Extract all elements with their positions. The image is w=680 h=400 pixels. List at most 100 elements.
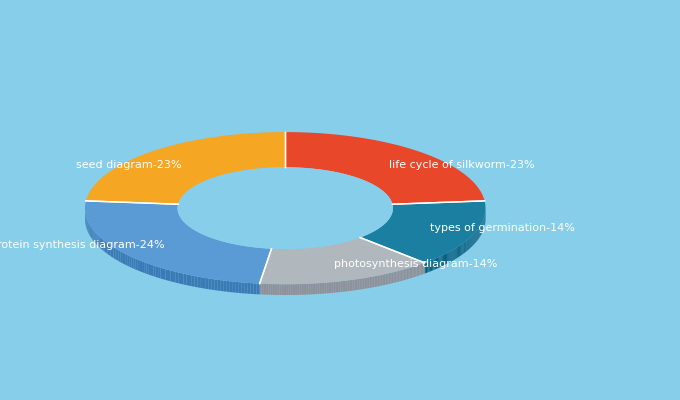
Polygon shape [450, 251, 452, 262]
Polygon shape [412, 266, 414, 278]
Polygon shape [114, 247, 115, 259]
Polygon shape [305, 284, 307, 295]
Polygon shape [282, 249, 283, 260]
Polygon shape [94, 230, 95, 242]
Polygon shape [211, 279, 214, 290]
Polygon shape [184, 274, 186, 285]
Polygon shape [351, 280, 353, 291]
Polygon shape [92, 229, 94, 241]
Polygon shape [312, 248, 313, 258]
Polygon shape [353, 240, 354, 251]
Polygon shape [421, 264, 422, 275]
Polygon shape [217, 240, 218, 251]
Polygon shape [97, 234, 99, 246]
Text: photosynthesis diagram-14%: photosynthesis diagram-14% [334, 259, 497, 269]
Polygon shape [445, 254, 446, 265]
Polygon shape [303, 284, 305, 295]
Polygon shape [209, 278, 211, 290]
Polygon shape [449, 251, 450, 262]
Polygon shape [86, 132, 286, 204]
Polygon shape [366, 278, 368, 288]
Polygon shape [310, 248, 311, 259]
Polygon shape [341, 243, 342, 254]
Polygon shape [156, 266, 158, 278]
Polygon shape [254, 283, 256, 294]
Polygon shape [213, 238, 214, 250]
Polygon shape [229, 281, 232, 292]
Polygon shape [223, 280, 226, 292]
Polygon shape [424, 262, 426, 274]
Polygon shape [467, 239, 468, 251]
Polygon shape [85, 201, 271, 284]
Polygon shape [331, 245, 333, 256]
Polygon shape [118, 250, 120, 262]
Polygon shape [270, 249, 271, 260]
Polygon shape [267, 248, 268, 259]
Polygon shape [257, 248, 258, 258]
Polygon shape [343, 242, 344, 254]
Polygon shape [146, 263, 149, 275]
Polygon shape [466, 240, 467, 251]
Polygon shape [290, 284, 292, 295]
Polygon shape [101, 238, 102, 250]
Polygon shape [197, 232, 199, 243]
Polygon shape [244, 283, 248, 294]
Polygon shape [154, 266, 156, 277]
Polygon shape [268, 248, 270, 260]
Polygon shape [115, 248, 117, 260]
Polygon shape [447, 252, 448, 264]
Polygon shape [214, 279, 218, 290]
Polygon shape [221, 241, 222, 252]
Polygon shape [361, 278, 363, 289]
Polygon shape [294, 284, 296, 295]
Polygon shape [134, 258, 136, 270]
Polygon shape [409, 267, 411, 278]
Polygon shape [279, 249, 280, 260]
Polygon shape [229, 243, 231, 254]
Polygon shape [192, 229, 193, 240]
Polygon shape [239, 245, 241, 256]
Polygon shape [386, 274, 387, 285]
Polygon shape [271, 249, 273, 260]
Polygon shape [334, 244, 335, 256]
Polygon shape [256, 284, 260, 294]
Polygon shape [420, 264, 421, 276]
Polygon shape [352, 240, 353, 251]
Text: seed diagram-23%: seed diagram-23% [76, 160, 182, 170]
Polygon shape [267, 284, 269, 295]
Polygon shape [186, 274, 189, 286]
Polygon shape [140, 260, 142, 272]
Polygon shape [436, 258, 437, 269]
Polygon shape [320, 283, 321, 294]
Polygon shape [297, 249, 298, 260]
Polygon shape [225, 242, 226, 253]
Polygon shape [339, 243, 340, 254]
Polygon shape [454, 248, 456, 260]
Polygon shape [460, 245, 461, 256]
Polygon shape [296, 249, 297, 260]
Polygon shape [423, 263, 424, 274]
Polygon shape [350, 280, 351, 291]
Polygon shape [324, 246, 325, 257]
Polygon shape [395, 272, 396, 283]
Polygon shape [344, 242, 345, 253]
Polygon shape [427, 261, 428, 273]
Polygon shape [293, 249, 294, 260]
Polygon shape [443, 254, 444, 266]
Polygon shape [132, 257, 134, 269]
Polygon shape [286, 132, 485, 204]
Polygon shape [333, 245, 334, 256]
Polygon shape [294, 249, 295, 260]
Polygon shape [326, 282, 328, 293]
Polygon shape [401, 270, 403, 281]
Polygon shape [334, 282, 335, 293]
Polygon shape [199, 233, 201, 244]
Polygon shape [218, 280, 220, 291]
Polygon shape [298, 284, 299, 295]
Polygon shape [284, 249, 285, 260]
Polygon shape [91, 227, 92, 238]
Polygon shape [309, 248, 310, 259]
Polygon shape [356, 279, 358, 290]
Polygon shape [360, 278, 361, 290]
Polygon shape [226, 281, 229, 292]
